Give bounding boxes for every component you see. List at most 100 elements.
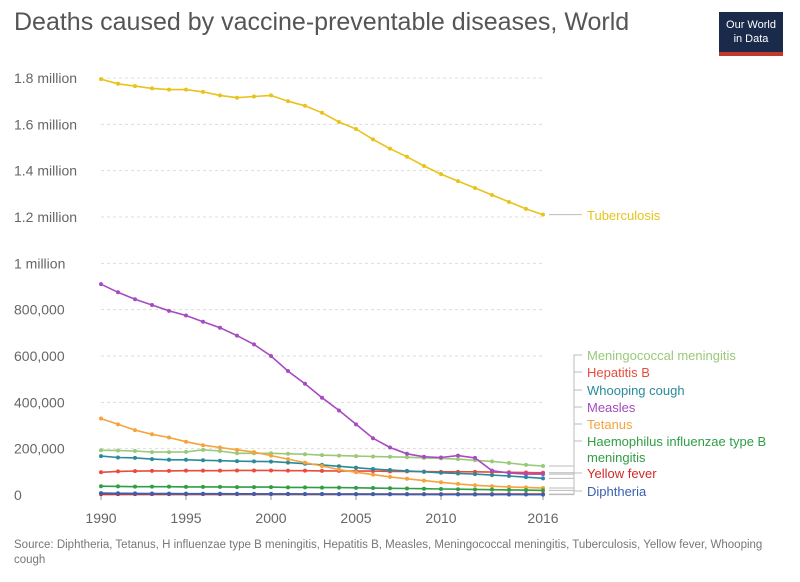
data-point[interactable] bbox=[303, 460, 307, 465]
data-point[interactable] bbox=[507, 199, 511, 204]
data-point[interactable] bbox=[337, 453, 341, 458]
data-point[interactable] bbox=[286, 468, 290, 473]
data-point[interactable] bbox=[422, 454, 426, 459]
data-point[interactable] bbox=[116, 422, 120, 427]
data-point[interactable] bbox=[218, 445, 222, 450]
data-point[interactable] bbox=[150, 468, 154, 473]
data-point[interactable] bbox=[473, 455, 477, 460]
data-point[interactable] bbox=[524, 485, 528, 490]
data-point[interactable] bbox=[116, 455, 120, 460]
data-point[interactable] bbox=[167, 435, 171, 440]
data-point[interactable] bbox=[184, 484, 188, 489]
data-point[interactable] bbox=[116, 491, 120, 496]
data-point[interactable] bbox=[269, 453, 273, 458]
data-point[interactable] bbox=[439, 455, 443, 460]
legend-yellow-fever[interactable]: Yellow fever bbox=[549, 466, 657, 495]
data-point[interactable] bbox=[201, 319, 205, 324]
data-point[interactable] bbox=[286, 491, 290, 496]
data-point[interactable] bbox=[473, 483, 477, 488]
data-point[interactable] bbox=[303, 103, 307, 108]
data-point[interactable] bbox=[269, 459, 273, 464]
data-point[interactable] bbox=[286, 485, 290, 490]
data-point[interactable] bbox=[133, 491, 137, 496]
data-point[interactable] bbox=[388, 492, 392, 497]
owid-logo[interactable]: Our World in Data bbox=[719, 12, 783, 56]
data-point[interactable] bbox=[388, 474, 392, 479]
data-point[interactable] bbox=[524, 492, 528, 497]
data-point[interactable] bbox=[439, 486, 443, 491]
data-point[interactable] bbox=[252, 459, 256, 464]
data-point[interactable] bbox=[490, 487, 494, 492]
data-point[interactable] bbox=[405, 468, 409, 473]
data-point[interactable] bbox=[201, 484, 205, 489]
data-point[interactable] bbox=[269, 354, 273, 358]
data-point[interactable] bbox=[337, 492, 341, 497]
data-point[interactable] bbox=[235, 333, 239, 338]
data-point[interactable] bbox=[456, 487, 460, 492]
data-point[interactable] bbox=[456, 453, 460, 458]
data-point[interactable] bbox=[269, 468, 273, 473]
data-point[interactable] bbox=[541, 212, 545, 217]
data-point[interactable] bbox=[116, 81, 120, 86]
data-point[interactable] bbox=[133, 484, 137, 489]
data-point[interactable] bbox=[541, 492, 545, 497]
data-point[interactable] bbox=[371, 454, 375, 459]
data-point[interactable] bbox=[524, 462, 528, 467]
data-point[interactable] bbox=[507, 484, 511, 489]
legend-diphtheria[interactable]: Diphtheria bbox=[549, 484, 647, 499]
data-point[interactable] bbox=[286, 457, 290, 462]
data-point[interactable] bbox=[235, 459, 239, 464]
data-point[interactable] bbox=[490, 492, 494, 497]
data-point[interactable] bbox=[354, 454, 358, 459]
data-point[interactable] bbox=[303, 452, 307, 457]
data-point[interactable] bbox=[320, 468, 324, 473]
data-point[interactable] bbox=[371, 486, 375, 491]
data-point[interactable] bbox=[133, 455, 137, 460]
data-point[interactable] bbox=[507, 492, 511, 497]
data-point[interactable] bbox=[201, 491, 205, 496]
data-point[interactable] bbox=[354, 126, 358, 131]
data-point[interactable] bbox=[337, 464, 341, 469]
data-point[interactable] bbox=[116, 290, 120, 295]
data-point[interactable] bbox=[371, 472, 375, 477]
data-point[interactable] bbox=[201, 443, 205, 448]
data-point[interactable] bbox=[439, 480, 443, 485]
data-point[interactable] bbox=[320, 485, 324, 490]
data-point[interactable] bbox=[201, 458, 205, 463]
data-point[interactable] bbox=[507, 470, 511, 475]
data-point[interactable] bbox=[167, 87, 171, 92]
data-point[interactable] bbox=[541, 464, 545, 469]
data-point[interactable] bbox=[201, 89, 205, 94]
data-point[interactable] bbox=[371, 467, 375, 472]
data-point[interactable] bbox=[201, 447, 205, 452]
data-point[interactable] bbox=[303, 491, 307, 496]
data-point[interactable] bbox=[269, 485, 273, 490]
data-point[interactable] bbox=[184, 439, 188, 444]
data-point[interactable] bbox=[201, 468, 205, 473]
data-point[interactable] bbox=[490, 192, 494, 197]
data-point[interactable] bbox=[150, 491, 154, 496]
data-point[interactable] bbox=[150, 432, 154, 437]
data-point[interactable] bbox=[524, 488, 528, 493]
data-point[interactable] bbox=[422, 469, 426, 474]
data-point[interactable] bbox=[456, 457, 460, 462]
data-point[interactable] bbox=[235, 485, 239, 490]
data-point[interactable] bbox=[507, 461, 511, 466]
data-point[interactable] bbox=[167, 491, 171, 496]
data-point[interactable] bbox=[252, 468, 256, 473]
data-point[interactable] bbox=[354, 492, 358, 497]
data-point[interactable] bbox=[252, 491, 256, 496]
data-point[interactable] bbox=[490, 473, 494, 478]
data-point[interactable] bbox=[116, 484, 120, 489]
data-point[interactable] bbox=[116, 448, 120, 453]
data-point[interactable] bbox=[150, 450, 154, 455]
data-point[interactable] bbox=[405, 486, 409, 491]
data-point[interactable] bbox=[286, 451, 290, 456]
data-point[interactable] bbox=[541, 488, 545, 493]
data-point[interactable] bbox=[541, 476, 545, 481]
data-point[interactable] bbox=[422, 478, 426, 483]
data-point[interactable] bbox=[167, 484, 171, 489]
data-point[interactable] bbox=[320, 492, 324, 497]
data-point[interactable] bbox=[150, 303, 154, 308]
data-point[interactable] bbox=[235, 451, 239, 456]
